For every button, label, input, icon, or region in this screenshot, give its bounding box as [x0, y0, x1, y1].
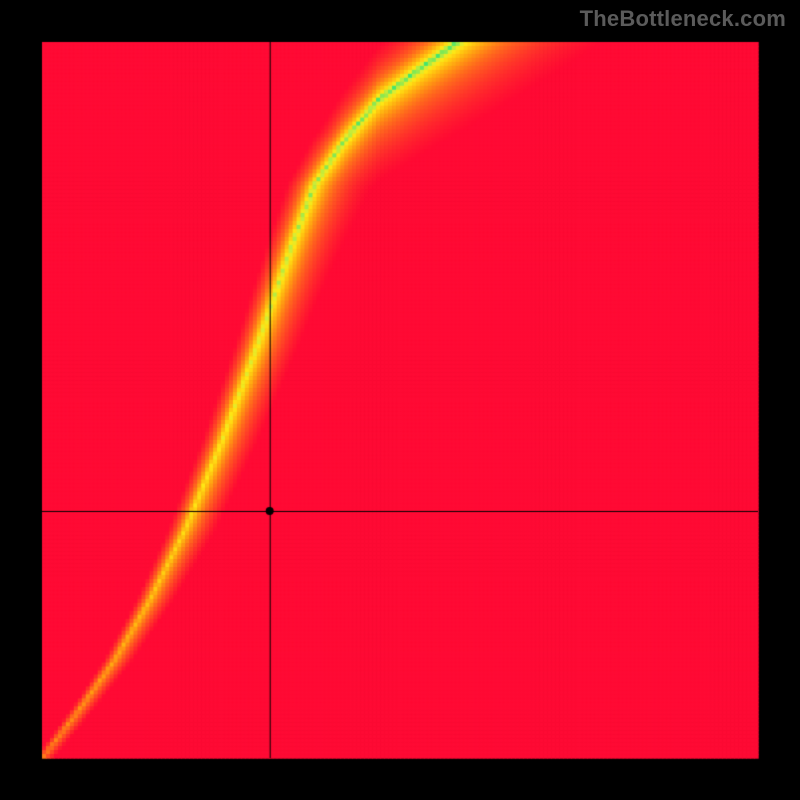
chart-container: TheBottleneck.com: [0, 0, 800, 800]
watermark-text: TheBottleneck.com: [580, 6, 786, 32]
bottleneck-heatmap: [0, 0, 800, 800]
